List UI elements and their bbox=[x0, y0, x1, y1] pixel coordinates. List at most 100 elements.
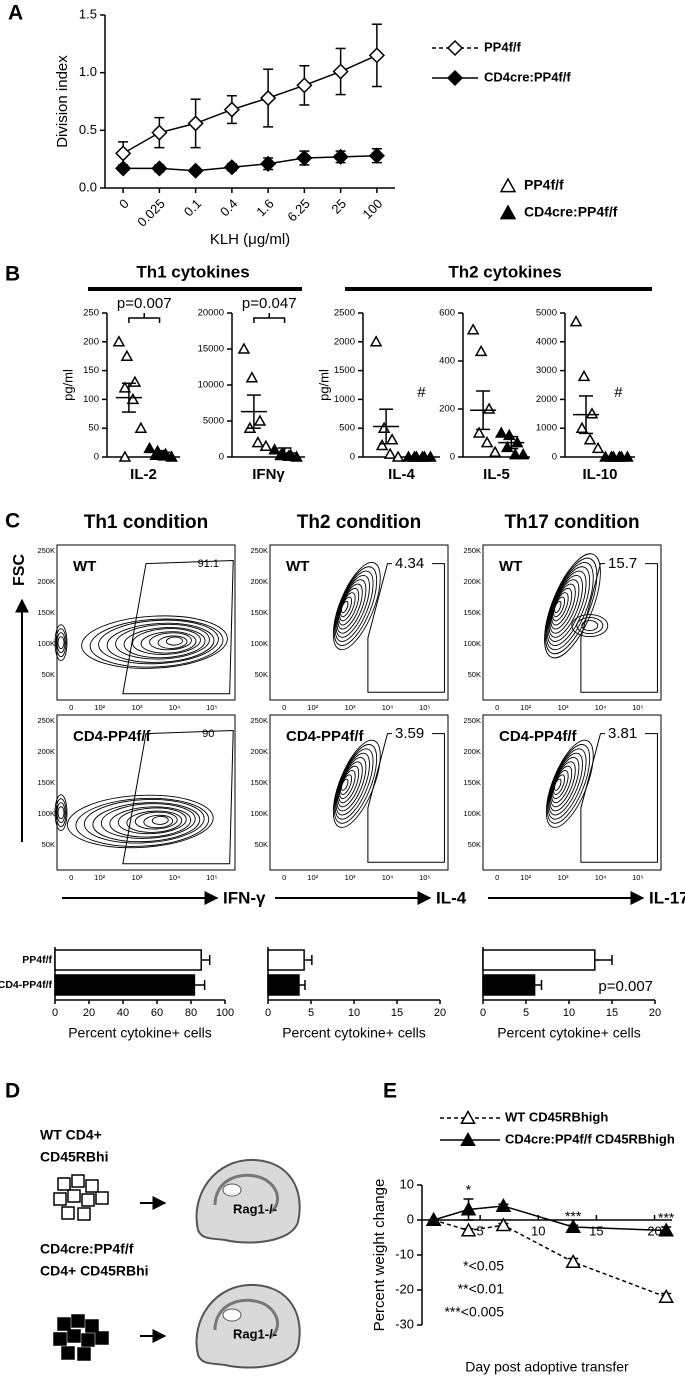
y-tick-label: -30 bbox=[395, 1316, 414, 1331]
gate bbox=[580, 733, 658, 863]
x-tick-label: 10⁵ bbox=[206, 873, 217, 882]
x-tick-label: 10³ bbox=[345, 873, 356, 882]
legend-marker bbox=[499, 204, 517, 220]
x-tick-label: 10² bbox=[520, 873, 531, 882]
x-tick-label: 0.1 bbox=[181, 196, 204, 219]
data-point bbox=[474, 344, 488, 357]
contour bbox=[151, 815, 169, 825]
x-tick-label: 0 bbox=[495, 873, 499, 882]
y-tick-label: 500 bbox=[339, 423, 355, 434]
y-tick-label: 0 bbox=[552, 452, 557, 463]
y-tick-label: 250K bbox=[463, 546, 481, 555]
gate-label-box bbox=[605, 555, 646, 573]
x-tick-label: 15 bbox=[391, 1007, 403, 1019]
y-tick-label: 10000 bbox=[198, 380, 224, 391]
x-tick-label: 5 bbox=[308, 1007, 314, 1019]
genotype-label: CD4-PP4f/f bbox=[73, 728, 152, 745]
x-tick-label: 40 bbox=[117, 1007, 129, 1019]
contour bbox=[117, 807, 187, 835]
contour bbox=[83, 798, 205, 844]
y-tick-label: 50K bbox=[468, 840, 481, 849]
x-tick-label: 15 bbox=[606, 1007, 618, 1019]
data-point bbox=[112, 335, 126, 347]
donor-label: CD4cre:PP4f/f bbox=[40, 1241, 134, 1257]
data-point bbox=[187, 115, 204, 132]
data-point bbox=[658, 1222, 674, 1237]
condition-title: Th1 condition bbox=[84, 512, 209, 533]
y-tick-label: 200K bbox=[250, 577, 268, 586]
y-axis-label: Division index bbox=[54, 55, 71, 148]
y-tick-label: 150K bbox=[250, 608, 268, 617]
y-tick-label: 1.0 bbox=[79, 64, 97, 79]
sem-bar bbox=[152, 449, 167, 455]
y-tick-label: 100 bbox=[83, 394, 99, 405]
recipient-label: Rag1-/- bbox=[233, 1201, 277, 1216]
x-tick-label: 10⁵ bbox=[419, 703, 430, 712]
condition-title: Th17 condition bbox=[504, 512, 639, 533]
y-tick-label: 2500 bbox=[334, 308, 355, 319]
data-point bbox=[472, 426, 486, 438]
error-bar bbox=[594, 955, 613, 965]
data-point bbox=[585, 407, 599, 419]
y-tick-label: 200K bbox=[37, 577, 55, 586]
y-tick-label: 0 bbox=[450, 452, 455, 463]
data-point bbox=[296, 77, 313, 94]
data-point bbox=[253, 414, 267, 426]
gate-label-box bbox=[392, 555, 433, 573]
error-bar bbox=[298, 980, 306, 990]
y-tick-label: 150K bbox=[250, 778, 268, 787]
x-tick-label: 10² bbox=[94, 703, 105, 712]
data-point bbox=[128, 375, 142, 387]
data-point bbox=[480, 436, 494, 448]
y-tick-label: 250K bbox=[250, 546, 268, 555]
group-title: Th2 cytokines bbox=[448, 262, 561, 281]
x-axis-label: Percent cytokine+ cells bbox=[497, 1025, 641, 1041]
y-tick-label: 0 bbox=[94, 452, 99, 463]
sem-bar bbox=[121, 382, 136, 413]
y-axis-label: pg/ml bbox=[316, 369, 331, 401]
x-tick-label: 20 bbox=[83, 1007, 95, 1019]
y-tick-label: 1000 bbox=[536, 423, 557, 434]
y-tick-label: 5000 bbox=[203, 416, 224, 427]
contour bbox=[115, 623, 210, 660]
data-point bbox=[460, 1222, 477, 1237]
sem-bar bbox=[476, 390, 491, 431]
x-tick-label: 10² bbox=[520, 703, 531, 712]
y-tick-label: 1.5 bbox=[79, 6, 97, 21]
y-tick-label: 2000 bbox=[536, 394, 557, 405]
x-tick-label: 10³ bbox=[345, 703, 356, 712]
y-tick-label: 100K bbox=[37, 809, 55, 818]
y-tick-label: 150K bbox=[463, 778, 481, 787]
legend-label: PP4f/f bbox=[524, 177, 564, 193]
data-point bbox=[332, 63, 349, 80]
data-point bbox=[223, 101, 240, 118]
x-tick-label: 0 bbox=[480, 1007, 486, 1019]
x-tick-label: 0.4 bbox=[217, 196, 240, 219]
contour bbox=[109, 806, 192, 838]
x-axis-label: Percent cytokine+ cells bbox=[68, 1025, 212, 1041]
data-point bbox=[575, 421, 589, 433]
x-axis-label: IL-2 bbox=[130, 466, 157, 483]
error-bar bbox=[304, 955, 313, 965]
bracket bbox=[128, 313, 161, 323]
significance: * bbox=[466, 1182, 472, 1198]
sem-bar bbox=[579, 395, 593, 435]
y-tick-label: 3000 bbox=[536, 365, 557, 376]
panel-label: D bbox=[5, 1080, 20, 1103]
data-point bbox=[508, 448, 522, 460]
bar bbox=[267, 974, 300, 996]
sem-bar bbox=[246, 394, 261, 429]
data-point bbox=[223, 159, 240, 176]
x-tick-label: 0 bbox=[495, 703, 499, 712]
significance-legend: **<0.01 bbox=[458, 1281, 505, 1297]
recipient-label: Rag1-/- bbox=[233, 1326, 277, 1341]
data-point bbox=[385, 433, 399, 445]
contours bbox=[332, 739, 381, 828]
y-tick-label: 250K bbox=[37, 546, 55, 555]
contour bbox=[89, 618, 224, 668]
data-point bbox=[151, 124, 168, 141]
contour bbox=[140, 631, 197, 654]
mouse bbox=[195, 1158, 301, 1244]
data-point bbox=[274, 449, 287, 461]
gate-label-box bbox=[605, 725, 646, 743]
